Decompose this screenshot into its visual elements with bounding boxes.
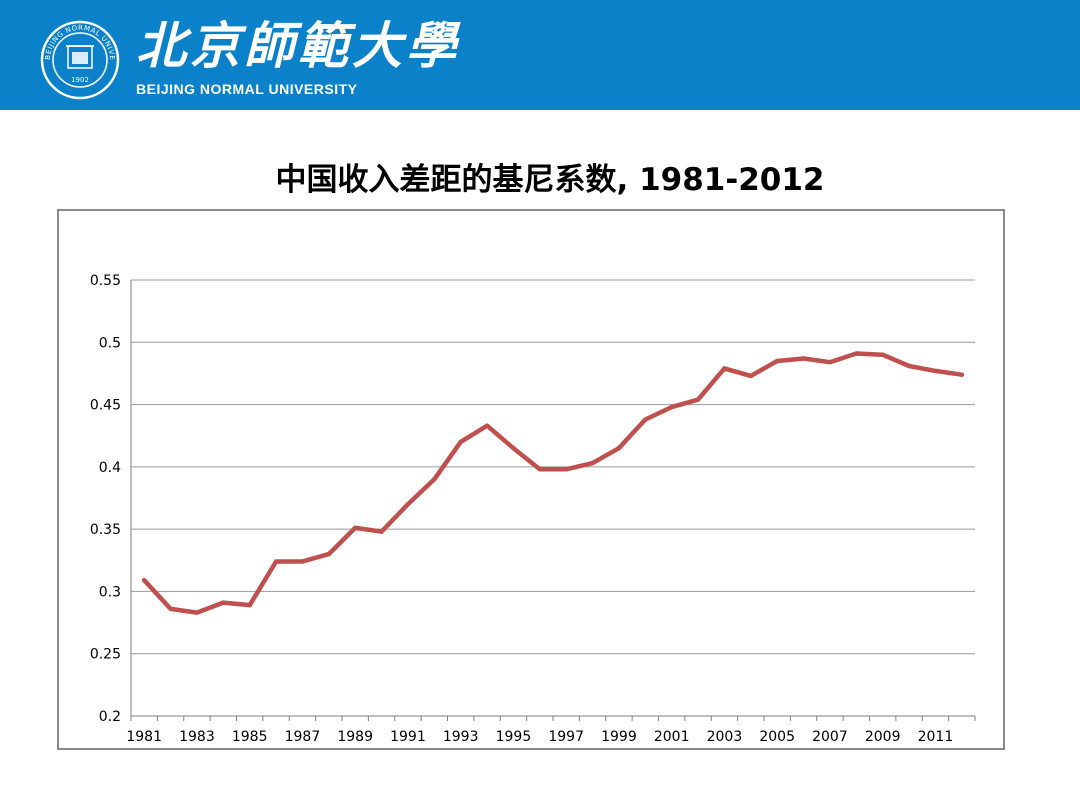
y-tick-label: 0.35 (90, 522, 121, 538)
data-point (194, 610, 200, 615)
data-point (616, 445, 622, 451)
data-point (959, 372, 965, 377)
data-point (722, 366, 727, 371)
x-tick-label: 1999 (601, 729, 637, 745)
data-point (352, 525, 358, 531)
data-point (748, 373, 754, 379)
brand-name-english: BEIJING NORMAL UNIVERSITY (136, 81, 358, 97)
data-point (379, 529, 384, 534)
header-banner: BEIJING NORMAL UNIVERSITY 1902 北京師範大學 BE… (0, 0, 1080, 110)
data-point (563, 467, 569, 472)
x-tick-label: 1981 (126, 729, 162, 745)
x-tick-label: 1989 (337, 729, 373, 745)
chart-title: 中国收入差距的基尼系数, 1981-2012 (275, 162, 825, 198)
y-tick-label: 0.2 (99, 709, 121, 725)
gini-series-line (141, 351, 965, 615)
data-point (458, 439, 463, 445)
data-point (300, 559, 305, 564)
data-point (273, 559, 279, 564)
university-seal-icon: BEIJING NORMAL UNIVERSITY 1902 (40, 20, 120, 100)
data-point (880, 352, 885, 357)
x-tick-label: 2011 (918, 729, 954, 745)
y-tick-label: 0.5 (99, 335, 121, 351)
y-tick-label: 0.55 (90, 273, 121, 289)
data-point (537, 467, 543, 472)
x-tick-label: 1991 (390, 729, 426, 745)
x-tick-label: 2005 (759, 729, 795, 745)
data-point (669, 404, 674, 410)
x-tick-label: 2009 (865, 729, 901, 745)
x-tick-label: 1985 (232, 729, 268, 745)
data-point (933, 368, 938, 374)
gini-line-chart: 0.2 0.25 0.3 0.35 0.4 0.45 0.5 0.55 1981 1983 1985… (90, 273, 976, 745)
data-point (511, 445, 516, 451)
data-point (774, 358, 780, 364)
x-tick-label: 2001 (654, 729, 690, 745)
x-tick-label: 1983 (179, 729, 215, 745)
data-point (827, 360, 833, 365)
data-point (643, 417, 648, 422)
data-point (432, 477, 437, 482)
x-tick-label: 2003 (707, 729, 743, 745)
data-point (906, 363, 912, 369)
data-point (168, 606, 173, 612)
seal-year: 1902 (71, 76, 89, 84)
y-tick-label: 0.25 (90, 647, 121, 663)
y-tick-label: 0.4 (99, 460, 121, 476)
data-point (695, 397, 701, 402)
y-tick-label: 0.3 (99, 584, 121, 600)
data-point (221, 600, 226, 605)
x-tick-label: 1993 (443, 729, 479, 745)
data-point (484, 423, 490, 428)
y-tick-label: 0.45 (90, 398, 121, 414)
x-tick-label: 1987 (285, 729, 321, 745)
x-tick-label: 1997 (548, 729, 584, 745)
data-point (326, 551, 332, 557)
x-tick-label: 1995 (496, 729, 532, 745)
data-point (141, 578, 147, 583)
brand-name-chinese: 北京師範大學 (136, 16, 460, 75)
data-point (801, 356, 806, 361)
data-point (854, 351, 859, 356)
data-point (405, 502, 411, 507)
data-point (590, 460, 595, 466)
chart-frame: 0.2 0.25 0.3 0.35 0.4 0.45 0.5 0.55 1981 1983 1985… (57, 209, 1005, 750)
x-tick-label: 2007 (812, 729, 848, 745)
data-point (247, 602, 252, 608)
